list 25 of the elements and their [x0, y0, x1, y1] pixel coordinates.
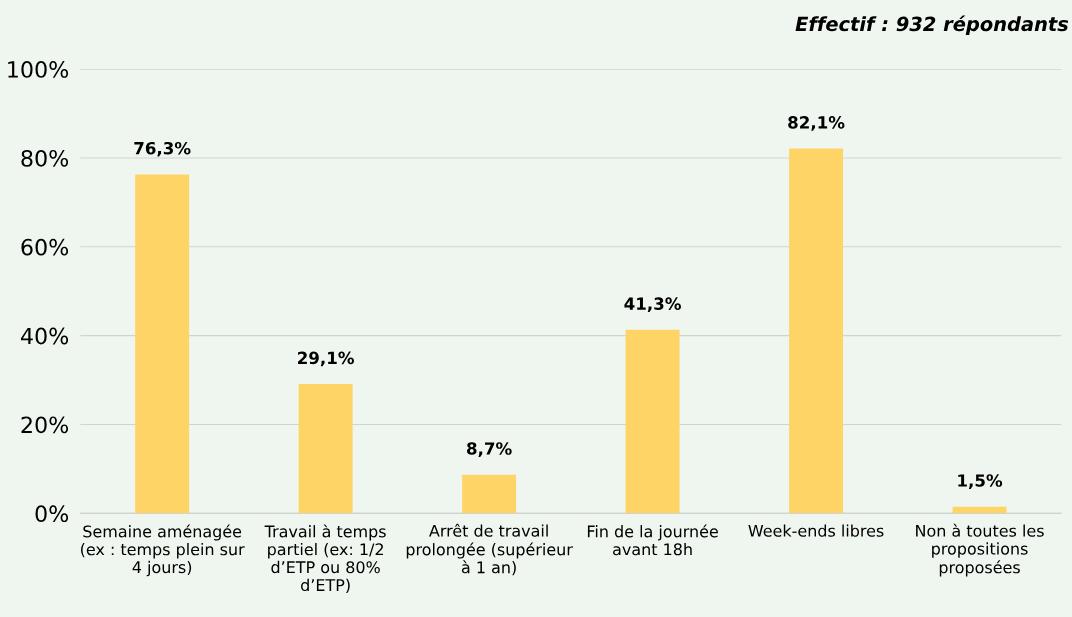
- x-tick-label: Non à toutes les propositions proposées: [916, 523, 1044, 577]
- x-tick-label: Week-ends libres: [748, 524, 884, 537]
- y-tick-label: 40%: [20, 327, 69, 345]
- x-tick-label: Arrêt de travail prolongée (supérieur à 1 an): [406, 523, 573, 576]
- y-tick-label: 80%: [21, 149, 69, 167]
- data-label: 29,1%: [298, 351, 354, 367]
- bar: [462, 474, 517, 514]
- data-label: 82,1%: [788, 116, 845, 131]
- x-tick-label: Fin de la journée avant 18h: [587, 524, 718, 556]
- data-label: 1,5%: [958, 474, 1003, 489]
- y-tick-label: 100%: [8, 61, 69, 78]
- data-label: 8,7%: [467, 442, 512, 457]
- y-tick-label: 60%: [21, 238, 69, 256]
- bar: [135, 174, 190, 514]
- x-tick-label: Travail à temps partiel (ex: 1/2 d’ETP ou 80% d’ETP): [264, 524, 386, 593]
- y-tick-label: 0%: [35, 505, 69, 523]
- bar: [952, 506, 1007, 514]
- y-tick-label: 20%: [21, 416, 69, 434]
- data-label: 41,3%: [624, 297, 681, 313]
- bar: [789, 148, 844, 514]
- data-label: 76,3%: [134, 141, 191, 157]
- text: Effectif : 932 répondants: [795, 15, 1069, 36]
- bar: [298, 384, 353, 514]
- bar: [625, 329, 680, 514]
- x-tick-label: Semaine aménagée (ex : temps plein sur 4 jours): [81, 524, 245, 577]
